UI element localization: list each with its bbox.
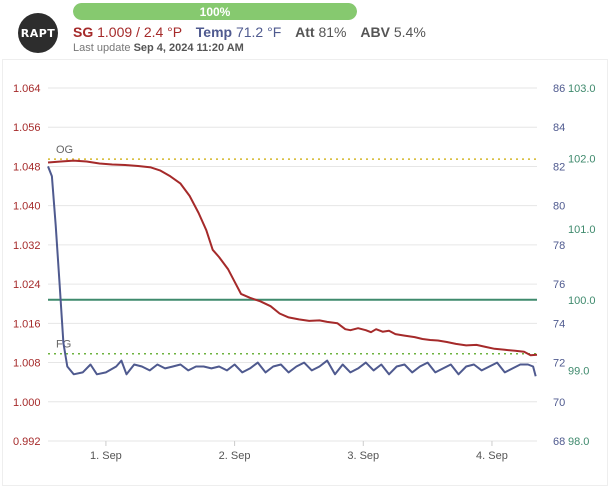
sg-tick-label: 1.008 bbox=[13, 358, 41, 370]
temp-tick-label: 74 bbox=[553, 318, 565, 330]
sg-tick-label: 0.992 bbox=[13, 436, 41, 448]
abv-label: ABV bbox=[360, 24, 390, 40]
temp-tick-label: 76 bbox=[553, 279, 565, 291]
sg-tick-label: 1.016 bbox=[13, 318, 41, 330]
last-update-time: Sep 4, 2024 11:20 AM bbox=[133, 42, 244, 54]
att-label: Att bbox=[295, 24, 315, 40]
temp-series-line bbox=[47, 166, 537, 377]
x-tick-label: 4. Sep bbox=[476, 450, 508, 462]
sg-series-line bbox=[47, 159, 538, 357]
sg-stat: SG 1.009 / 2.4 °P bbox=[73, 24, 186, 40]
sg-value: 1.009 / 2.4 °P bbox=[97, 24, 182, 40]
battery-tick-label: 98.0 bbox=[568, 436, 589, 448]
battery-tick-label: 101.0 bbox=[568, 224, 596, 236]
temp-label: Temp bbox=[195, 24, 233, 40]
battery-tick-label: 102.0 bbox=[568, 154, 596, 166]
x-tick-label: 1. Sep bbox=[90, 450, 122, 462]
att-value: 81% bbox=[318, 24, 347, 40]
x-tick-label: 2. Sep bbox=[219, 450, 251, 462]
sg-tick-label: 1.032 bbox=[13, 240, 41, 252]
sg-tick-label: 1.040 bbox=[13, 201, 41, 213]
progress-bar: 100% bbox=[73, 3, 357, 20]
sg-tick-label: 1.064 bbox=[13, 83, 41, 95]
temp-tick-label: 80 bbox=[553, 201, 565, 213]
temp-tick-label: 84 bbox=[553, 122, 565, 134]
temp-value: 71.2 °F bbox=[235, 24, 282, 40]
progress-fill bbox=[73, 3, 357, 20]
temp-tick-label: 70 bbox=[553, 397, 565, 409]
att-stat: Att 81% bbox=[295, 24, 350, 40]
temp-stat: Temp 71.2 °F bbox=[196, 24, 285, 40]
last-update-prefix: Last update bbox=[73, 42, 131, 54]
last-update: Last update Sep 4, 2024 11:20 AM bbox=[73, 42, 244, 54]
sg-tick-label: 1.056 bbox=[13, 122, 41, 134]
temp-tick-label: 78 bbox=[553, 240, 565, 252]
rapt-logo: RAPT bbox=[18, 13, 58, 53]
stats-line: SG 1.009 / 2.4 °P Temp 71.2 °F Att 81% A… bbox=[73, 24, 436, 40]
fermentation-chart[interactable]: 1.064 1.056 1.048 1.040 1.032 1.024 1.016 1.008… bbox=[3, 60, 607, 485]
battery-tick-label: 99.0 bbox=[568, 365, 589, 377]
battery-tick-label: 103.0 bbox=[568, 83, 596, 95]
sg-tick-label: 1.024 bbox=[13, 279, 41, 291]
chart-panel: 1.064 1.056 1.048 1.040 1.032 1.024 1.016 1.008… bbox=[2, 59, 608, 486]
sg-tick-label: 1.000 bbox=[13, 397, 41, 409]
battery-tick-label: 100.0 bbox=[568, 295, 596, 307]
x-tick-label: 3. Sep bbox=[347, 450, 379, 462]
sg-tick-label: 1.048 bbox=[13, 161, 41, 173]
temp-tick-label: 72 bbox=[553, 358, 565, 370]
temp-tick-label: 86 bbox=[553, 83, 565, 95]
sg-label: SG bbox=[73, 24, 94, 40]
abv-value: 5.4% bbox=[393, 24, 426, 40]
temp-tick-label: 68 bbox=[553, 436, 565, 448]
logo-text: RAPT bbox=[20, 26, 56, 40]
og-label: OG bbox=[56, 144, 73, 156]
temp-tick-label: 82 bbox=[553, 161, 565, 173]
progress-label: 100% bbox=[199, 4, 231, 19]
abv-stat: ABV 5.4% bbox=[360, 24, 425, 40]
